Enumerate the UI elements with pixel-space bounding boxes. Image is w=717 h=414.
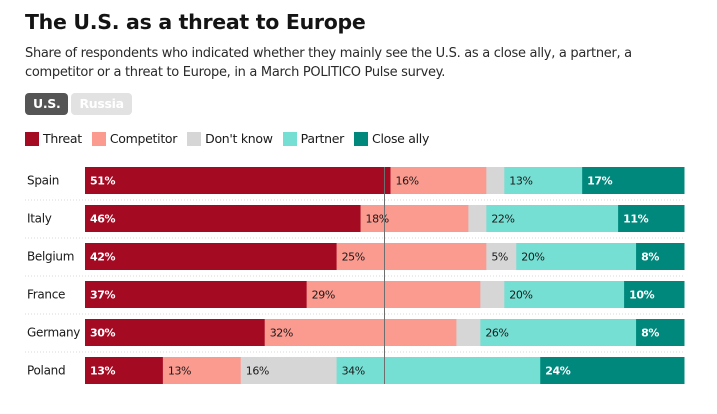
data-label-close-ally: 10% xyxy=(629,289,655,302)
legend-swatch-close-ally xyxy=(354,131,369,146)
bar-segment-competitor xyxy=(336,243,487,270)
bar-segment-threat xyxy=(85,205,362,232)
data-label-partner: 20% xyxy=(521,251,544,264)
bar-segment-competitor xyxy=(390,167,487,194)
legend-item-threat: Threat xyxy=(25,131,82,146)
legend-swatch-threat xyxy=(25,131,39,146)
data-label-don-t-know: 16% xyxy=(246,365,269,378)
legend-item-partner: Partner xyxy=(282,131,345,146)
row-label-poland: Poland xyxy=(27,364,65,378)
country-tabs: U.S. Russia xyxy=(25,93,132,115)
bar-segment-partner xyxy=(480,319,637,346)
data-label-partner: 13% xyxy=(509,175,532,188)
bar-segment-close-ally xyxy=(540,357,685,384)
bar-segment-don-t-know xyxy=(240,357,338,384)
data-label-competitor: 18% xyxy=(366,213,389,226)
bar-segment-threat xyxy=(85,357,164,384)
bar-segment-don-t-know xyxy=(456,319,481,346)
data-label-close-ally: 11% xyxy=(623,213,649,226)
data-label-threat: 13% xyxy=(90,365,116,378)
data-label-threat: 51% xyxy=(90,175,116,188)
bar-segment-threat xyxy=(85,243,338,270)
row-label-germany: Germany xyxy=(27,326,80,340)
data-label-partner: 34% xyxy=(342,365,365,378)
bar-segment-partner xyxy=(486,205,619,232)
legend-label: Don't know xyxy=(205,131,273,146)
data-label-threat: 30% xyxy=(90,327,116,340)
bar-segment-partner xyxy=(504,281,625,308)
tab-russia[interactable]: Russia xyxy=(71,93,132,115)
data-label-close-ally: 8% xyxy=(641,327,659,340)
bar-segment-competitor xyxy=(306,281,481,308)
bar-segment-competitor xyxy=(162,357,242,384)
bar-segment-threat xyxy=(85,319,266,346)
data-label-close-ally: 24% xyxy=(545,365,571,378)
tab-us[interactable]: U.S. xyxy=(25,93,69,115)
legend-swatch-dont-know xyxy=(187,131,202,146)
data-label-threat: 46% xyxy=(90,213,116,226)
chart-subtitle: Share of respondents who indicated wheth… xyxy=(25,46,632,80)
bar-segment-don-t-know xyxy=(486,243,517,270)
row-label-spain: Spain xyxy=(27,174,59,188)
data-label-partner: 20% xyxy=(509,289,532,302)
bar-segment-don-t-know xyxy=(486,167,505,194)
data-label-partner: 26% xyxy=(485,327,508,340)
data-label-partner: 22% xyxy=(491,213,514,226)
data-label-threat: 42% xyxy=(90,251,116,264)
bar-segment-close-ally xyxy=(624,281,685,308)
row-label-italy: Italy xyxy=(27,212,52,226)
data-label-close-ally: 8% xyxy=(641,251,659,264)
legend: Threat Competitor Don't know Partner Clo… xyxy=(25,131,439,146)
data-label-competitor: 13% xyxy=(168,365,191,378)
legend-swatch-competitor xyxy=(91,131,106,146)
legend-item-close-ally: Close ally xyxy=(354,131,429,146)
bar-segment-don-t-know xyxy=(468,205,487,232)
bar-segment-close-ally xyxy=(636,319,685,346)
data-label-close-ally: 17% xyxy=(587,175,613,188)
data-label-competitor: 32% xyxy=(270,327,293,340)
legend-label: Competitor xyxy=(109,131,178,146)
legend-item-competitor: Competitor xyxy=(91,131,178,146)
bar-segment-close-ally xyxy=(636,243,685,270)
bar-segment-competitor xyxy=(264,319,457,346)
bar-segment-competitor xyxy=(360,205,469,232)
bar-segment-don-t-know xyxy=(480,281,505,308)
bar-segment-threat xyxy=(85,281,308,308)
legend-label: Threat xyxy=(43,131,82,146)
data-label-don-t-know: 5% xyxy=(491,251,508,264)
legend-label: Partner xyxy=(300,131,345,146)
legend-swatch-partner xyxy=(282,131,297,146)
row-label-belgium: Belgium xyxy=(27,250,74,264)
data-label-competitor: 25% xyxy=(342,251,365,264)
bar-segment-threat xyxy=(85,167,391,194)
chart-title: The U.S. as a threat to Europe xyxy=(25,10,366,34)
bar-segment-partner xyxy=(516,243,637,270)
legend-label: Close ally xyxy=(372,131,430,146)
data-label-competitor: 29% xyxy=(312,289,335,302)
bar-segment-close-ally xyxy=(618,205,685,232)
data-label-threat: 37% xyxy=(90,289,116,302)
bar-segment-close-ally xyxy=(582,167,685,194)
legend-item-dont-know: Don't know xyxy=(187,131,273,146)
stacked-bar-chart: Spain 51% 16% 13% 17% Italy 46% 18% 22% 11% Belgiu… xyxy=(25,167,685,384)
bar-segment-partner xyxy=(336,357,541,384)
row-label-france: France xyxy=(27,288,65,302)
data-label-competitor: 16% xyxy=(395,175,418,188)
bar-segment-partner xyxy=(504,167,583,194)
